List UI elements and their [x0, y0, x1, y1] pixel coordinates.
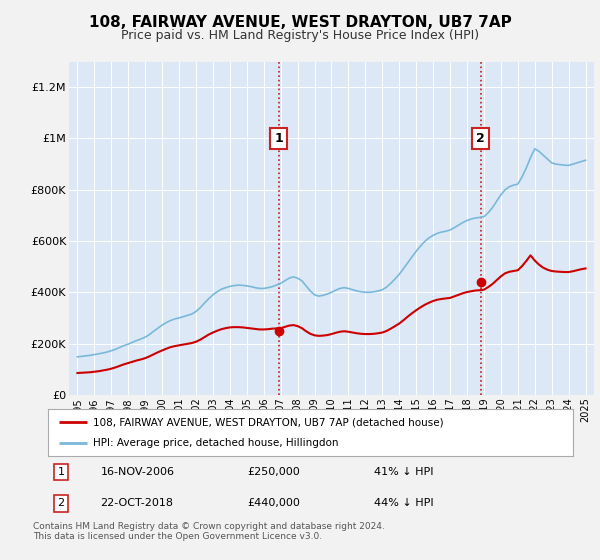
- Text: £250,000: £250,000: [248, 467, 300, 477]
- Text: 16-NOV-2006: 16-NOV-2006: [101, 467, 175, 477]
- Text: 108, FAIRWAY AVENUE, WEST DRAYTON, UB7 7AP (detached house): 108, FAIRWAY AVENUE, WEST DRAYTON, UB7 7…: [92, 417, 443, 427]
- Text: 2: 2: [58, 498, 65, 508]
- Text: £440,000: £440,000: [248, 498, 301, 508]
- Text: 44% ↓ HPI: 44% ↓ HPI: [373, 498, 433, 508]
- Text: 1: 1: [58, 467, 65, 477]
- Text: 1: 1: [274, 132, 283, 145]
- Text: 2: 2: [476, 132, 485, 145]
- Text: HPI: Average price, detached house, Hillingdon: HPI: Average price, detached house, Hill…: [92, 438, 338, 448]
- Text: Contains HM Land Registry data © Crown copyright and database right 2024.
This d: Contains HM Land Registry data © Crown c…: [33, 522, 385, 542]
- Text: Price paid vs. HM Land Registry's House Price Index (HPI): Price paid vs. HM Land Registry's House …: [121, 29, 479, 42]
- Text: 41% ↓ HPI: 41% ↓ HPI: [373, 467, 433, 477]
- Text: 22-OCT-2018: 22-OCT-2018: [101, 498, 173, 508]
- Text: 108, FAIRWAY AVENUE, WEST DRAYTON, UB7 7AP: 108, FAIRWAY AVENUE, WEST DRAYTON, UB7 7…: [89, 15, 511, 30]
